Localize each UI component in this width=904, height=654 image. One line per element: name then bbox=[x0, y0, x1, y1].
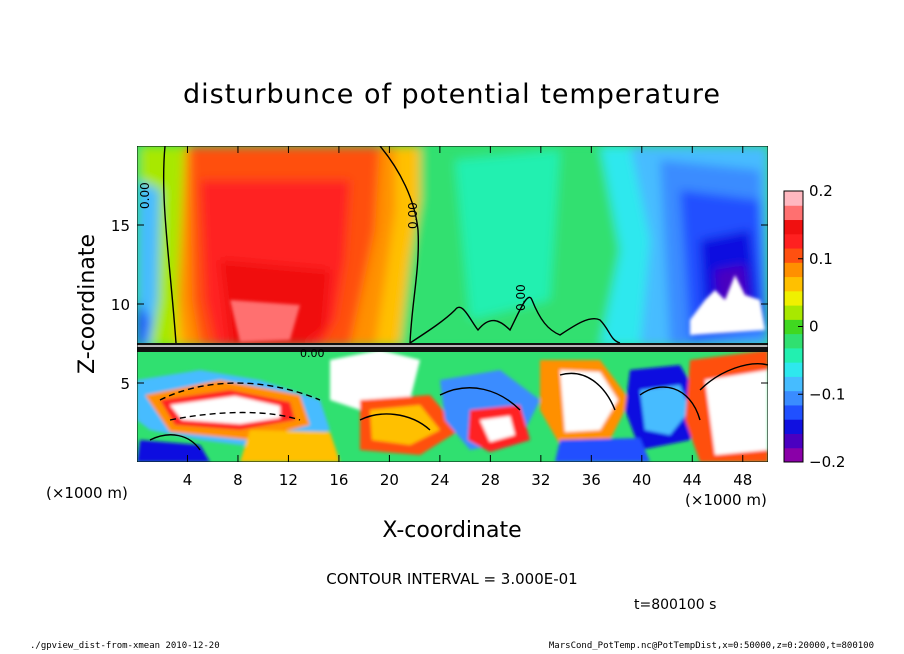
x-tick-label: 12 bbox=[279, 471, 298, 489]
colorbar-swatch bbox=[784, 305, 803, 320]
colorbar-swatch bbox=[784, 262, 803, 278]
heatmap-upper-field bbox=[137, 146, 768, 346]
y-tick-label: 10 bbox=[111, 296, 130, 314]
colorbar-swatch bbox=[784, 362, 803, 377]
x-unit-right: (×1000 m) bbox=[685, 491, 767, 509]
colorbar-tick-label: 0.1 bbox=[809, 250, 833, 268]
colorbar-swatch bbox=[784, 276, 803, 292]
colorbar-swatch bbox=[784, 233, 803, 249]
heatmap-lower-field bbox=[137, 346, 768, 462]
y-tick-label: 5 bbox=[120, 375, 130, 393]
x-unit-left: (×1000 m) bbox=[46, 484, 128, 502]
colorbar-tick-label: 0 bbox=[809, 318, 819, 336]
colorbar-swatch bbox=[784, 191, 803, 206]
cold-core bbox=[690, 275, 765, 335]
colorbar-swatch bbox=[784, 376, 803, 392]
colorbar-swatch bbox=[784, 205, 803, 221]
x-tick-label: 32 bbox=[531, 471, 550, 489]
contour-interval: CONTOUR INTERVAL = 3.000E-01 bbox=[326, 570, 577, 588]
colorbar-swatch bbox=[784, 404, 803, 420]
footer-left: ./gpview_dist-from-xmean 2010-12-20 bbox=[30, 641, 220, 651]
y-axis-label: Z-coordinate bbox=[75, 234, 100, 374]
colorbar-swatch bbox=[784, 347, 803, 363]
colorbar-swatch bbox=[784, 290, 803, 306]
y-axis: 5 10 15 bbox=[111, 217, 768, 393]
contour-lines bbox=[149, 146, 768, 451]
y-tick-label: 15 bbox=[111, 217, 130, 235]
footer-right: MarsCond_PotTemp.nc@PotTempDist,x=0:5000… bbox=[549, 641, 874, 651]
colorbar-swatch bbox=[784, 390, 803, 406]
contour-label: 0.00 bbox=[514, 284, 528, 311]
x-tick-label: 28 bbox=[481, 471, 500, 489]
x-tick-label: 4 bbox=[183, 471, 193, 489]
chart-title: disturbunce of potential temperature bbox=[183, 79, 721, 110]
contour-label: 0.00 bbox=[406, 202, 420, 229]
colorbar: 0.2 0.1 0 −0.1 −0.2 bbox=[783, 182, 845, 471]
contour-label: 0.00 bbox=[300, 347, 325, 360]
x-axis: 4 8 12 16 20 24 28 32 36 40 44 48 bbox=[183, 146, 752, 489]
colorbar-swatch bbox=[784, 219, 803, 235]
contour-label: 0.00 bbox=[138, 182, 152, 209]
x-tick-label: 8 bbox=[233, 471, 243, 489]
interface-band bbox=[137, 343, 768, 352]
colorbar-swatch bbox=[784, 333, 803, 349]
x-tick-label: 24 bbox=[430, 471, 449, 489]
colorbar-tick-label: −0.2 bbox=[809, 453, 845, 471]
warm-core bbox=[230, 300, 300, 342]
x-tick-label: 16 bbox=[329, 471, 348, 489]
time-label: t=800100 s bbox=[634, 597, 716, 613]
x-tick-label: 20 bbox=[380, 471, 399, 489]
colorbar-swatch bbox=[784, 248, 803, 263]
colorbar-swatch bbox=[784, 433, 803, 449]
x-axis-label: X-coordinate bbox=[382, 518, 521, 543]
colorbar-tick-label: 0.2 bbox=[809, 182, 833, 200]
colorbar-swatch bbox=[784, 419, 803, 434]
x-tick-label: 36 bbox=[582, 471, 601, 489]
plot-area: 0.00 0.00 0.00 0.00 bbox=[137, 146, 768, 462]
x-tick-label: 48 bbox=[733, 471, 752, 489]
colorbar-swatch bbox=[784, 447, 803, 463]
x-tick-label: 40 bbox=[632, 471, 651, 489]
x-tick-label: 44 bbox=[683, 471, 702, 489]
colorbar-swatch bbox=[784, 319, 803, 335]
colorbar-tick-label: −0.1 bbox=[809, 385, 845, 403]
